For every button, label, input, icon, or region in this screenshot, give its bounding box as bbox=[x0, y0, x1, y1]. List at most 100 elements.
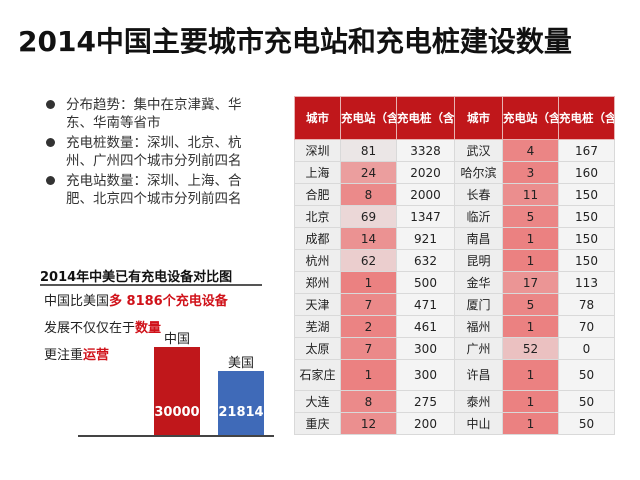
column-header-city: 城市 bbox=[454, 96, 503, 140]
cell-piles: 50 bbox=[558, 359, 615, 391]
comparison-note-2: 发展不仅仅在于数量 bbox=[44, 317, 161, 336]
cell-piles: 70 bbox=[558, 315, 615, 338]
cell-piles: 632 bbox=[396, 249, 455, 272]
cell-piles: 50 bbox=[558, 390, 615, 413]
cell-piles: 921 bbox=[396, 227, 455, 250]
table-row: 上海 24 2020 哈尔滨 3 160 bbox=[294, 161, 615, 184]
cell-stations: 1 bbox=[340, 271, 397, 294]
cell-city: 金华 bbox=[454, 271, 503, 294]
bar-value-label: 30000 bbox=[154, 405, 200, 420]
city-table: 城市 充电站（含在建） 充电桩（含在建） 城市 充电站（含在建） 充电桩（含在建… bbox=[294, 96, 615, 435]
bullet-text: 分布趋势：集中在京津冀、华东、华南等省市 bbox=[66, 97, 242, 131]
column-header-piles: 充电桩（含在建） bbox=[396, 96, 455, 140]
cell-piles: 300 bbox=[396, 359, 455, 391]
cell-stations: 1 bbox=[502, 390, 559, 413]
cell-stations: 1 bbox=[502, 359, 559, 391]
comparison-note-1: 中国比美国多 8186个充电设备 bbox=[44, 290, 228, 309]
bar-value-label: 21814 bbox=[218, 405, 264, 420]
cell-city: 临沂 bbox=[454, 205, 503, 228]
note-highlight: 多 8186个充电设备 bbox=[109, 294, 228, 309]
cell-piles: 2020 bbox=[396, 161, 455, 184]
cell-piles: 167 bbox=[558, 139, 615, 162]
bullet-list: 分布趋势：集中在京津冀、华东、华南等省市 充电桩数量：深圳、北京、杭州、广州四个… bbox=[44, 96, 266, 210]
bullet-item: 充电桩数量：深圳、北京、杭州、广州四个城市分列前四名 bbox=[44, 134, 266, 170]
cell-stations: 81 bbox=[340, 139, 397, 162]
cell-piles: 1347 bbox=[396, 205, 455, 228]
cell-city: 合肥 bbox=[294, 183, 341, 206]
table-row: 杭州 62 632 昆明 1 150 bbox=[294, 249, 615, 272]
bar-category-label: 中国 bbox=[163, 332, 190, 347]
cell-city: 中山 bbox=[454, 412, 503, 435]
cell-stations: 8 bbox=[340, 390, 397, 413]
bullet-text: 充电站数量：深圳、上海、合肥、北京四个城市分列前四名 bbox=[66, 173, 242, 207]
cell-city: 大连 bbox=[294, 390, 341, 413]
cell-city: 深圳 bbox=[294, 139, 341, 162]
cell-piles: 500 bbox=[396, 271, 455, 294]
cell-piles: 150 bbox=[558, 249, 615, 272]
cell-stations: 5 bbox=[502, 293, 559, 316]
table-body: 深圳 81 3328 武汉 4 167 上海 24 2020 哈尔滨 3 160 合肥 8 2000 长春 11… bbox=[294, 139, 615, 435]
cell-piles: 200 bbox=[396, 412, 455, 435]
note-text: 发展不仅仅在于 bbox=[44, 321, 136, 336]
cell-piles: 160 bbox=[558, 161, 615, 184]
cell-stations: 11 bbox=[502, 183, 559, 206]
bar-usa: 21814 bbox=[218, 371, 264, 435]
cell-city: 天津 bbox=[294, 293, 341, 316]
cell-city: 北京 bbox=[294, 205, 341, 228]
table-row: 成都 14 921 南昌 1 150 bbox=[294, 227, 615, 250]
cell-stations: 7 bbox=[340, 337, 397, 360]
cell-piles: 0 bbox=[558, 337, 615, 360]
column-header-city: 城市 bbox=[294, 96, 341, 140]
cell-piles: 3328 bbox=[396, 139, 455, 162]
cell-city: 泰州 bbox=[454, 390, 503, 413]
cell-stations: 1 bbox=[502, 315, 559, 338]
column-header-stations: 充电站（含在建） bbox=[502, 96, 559, 140]
bullet-dot-icon bbox=[46, 100, 55, 109]
cell-stations: 7 bbox=[340, 293, 397, 316]
cell-stations: 2 bbox=[340, 315, 397, 338]
comparison-title: 2014年中美已有充电设备对比图 bbox=[40, 270, 233, 285]
comparison-title-underline bbox=[40, 284, 262, 286]
cell-stations: 4 bbox=[502, 139, 559, 162]
cell-stations: 5 bbox=[502, 205, 559, 228]
cell-stations: 8 bbox=[340, 183, 397, 206]
bullet-text: 充电桩数量：深圳、北京、杭州、广州四个城市分列前四名 bbox=[66, 135, 242, 169]
table-header-row: 城市 充电站（含在建） 充电桩（含在建） 城市 充电站（含在建） 充电桩（含在建… bbox=[294, 96, 615, 140]
bar-china: 30000 bbox=[154, 347, 200, 435]
cell-stations: 14 bbox=[340, 227, 397, 250]
cell-stations: 69 bbox=[340, 205, 397, 228]
cell-city: 长春 bbox=[454, 183, 503, 206]
note-highlight: 运营 bbox=[83, 348, 110, 363]
cell-stations: 1 bbox=[502, 249, 559, 272]
chart-baseline bbox=[78, 435, 274, 437]
cell-stations: 1 bbox=[502, 412, 559, 435]
cell-piles: 150 bbox=[558, 183, 615, 206]
page-title: 2014中国主要城市充电站和充电桩建设数量 bbox=[18, 25, 572, 58]
bullet-dot-icon bbox=[46, 176, 55, 185]
cell-stations: 12 bbox=[340, 412, 397, 435]
cell-city: 石家庄 bbox=[294, 359, 341, 391]
note-text: 更注重 bbox=[44, 348, 84, 363]
table-row: 深圳 81 3328 武汉 4 167 bbox=[294, 139, 615, 162]
bar-category-label: 美国 bbox=[227, 356, 254, 371]
bullet-item: 分布趋势：集中在京津冀、华东、华南等省市 bbox=[44, 96, 266, 132]
table-row: 芜湖 2 461 福州 1 70 bbox=[294, 315, 615, 338]
cell-city: 太原 bbox=[294, 337, 341, 360]
cell-city: 许昌 bbox=[454, 359, 503, 391]
cell-city: 南昌 bbox=[454, 227, 503, 250]
cell-stations: 24 bbox=[340, 161, 397, 184]
cell-piles: 461 bbox=[396, 315, 455, 338]
cell-piles: 275 bbox=[396, 390, 455, 413]
cell-piles: 50 bbox=[558, 412, 615, 435]
cell-stations: 52 bbox=[502, 337, 559, 360]
table-row: 郑州 1 500 金华 17 113 bbox=[294, 271, 615, 294]
table-row: 天津 7 471 厦门 5 78 bbox=[294, 293, 615, 316]
column-header-stations: 充电站（含在建） bbox=[340, 96, 397, 140]
column-header-piles: 充电桩（含在建） bbox=[558, 96, 615, 140]
cell-city: 厦门 bbox=[454, 293, 503, 316]
cell-piles: 78 bbox=[558, 293, 615, 316]
cell-stations: 3 bbox=[502, 161, 559, 184]
cell-city: 重庆 bbox=[294, 412, 341, 435]
cell-city: 上海 bbox=[294, 161, 341, 184]
cell-stations: 1 bbox=[340, 359, 397, 391]
